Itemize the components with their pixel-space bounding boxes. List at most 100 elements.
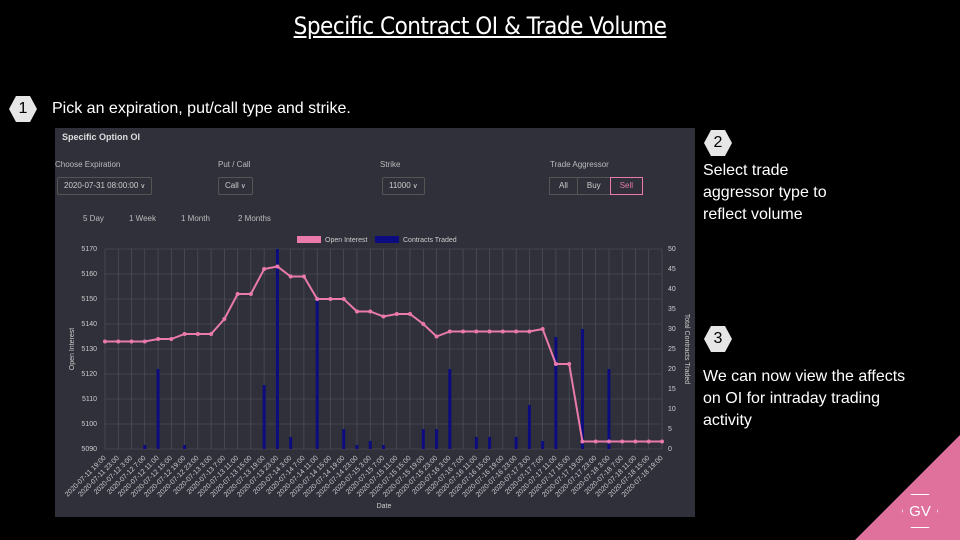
line-point bbox=[288, 274, 293, 279]
y-tick-label: 5140 bbox=[81, 321, 97, 328]
bar bbox=[382, 445, 385, 449]
line-point bbox=[421, 322, 426, 326]
y-tick-label: 5150 bbox=[81, 296, 97, 303]
line-point bbox=[394, 312, 399, 316]
filter-label: Strike bbox=[380, 160, 401, 169]
bar bbox=[315, 297, 319, 449]
y-tick-label: 5160 bbox=[81, 271, 97, 278]
bar bbox=[355, 445, 359, 449]
line-point bbox=[301, 274, 306, 279]
bar bbox=[342, 429, 346, 449]
chart: 5090 5100 5110 5120 5130 5140 5150 5160 5170 0 5 10… bbox=[64, 236, 690, 510]
y-axis-title: Open Interest bbox=[69, 328, 76, 370]
step-text: Pick an expiration, put/call type and st… bbox=[52, 100, 351, 117]
aggressor-option[interactable]: Sell bbox=[609, 177, 644, 195]
y2-tick-label: 30 bbox=[668, 326, 676, 333]
line-point bbox=[567, 362, 572, 366]
legend-swatch bbox=[297, 236, 321, 243]
line-point bbox=[156, 337, 161, 341]
bar bbox=[474, 437, 478, 449]
line-point bbox=[633, 439, 638, 444]
bar bbox=[289, 437, 293, 449]
filter-label: Trade Aggressor bbox=[550, 160, 609, 169]
line-point bbox=[341, 297, 346, 301]
range-tab[interactable]: 1 Week bbox=[129, 214, 156, 223]
line-point bbox=[434, 334, 439, 339]
y-tick-label: 5110 bbox=[82, 396, 97, 403]
line-point bbox=[474, 329, 479, 334]
line-point bbox=[129, 339, 134, 344]
line-point bbox=[408, 312, 413, 316]
range-tab[interactable]: 2 Months bbox=[238, 214, 271, 223]
line-point bbox=[116, 339, 121, 344]
line-point bbox=[540, 327, 545, 331]
y2-tick-label: 10 bbox=[668, 406, 676, 413]
line-point bbox=[447, 329, 452, 334]
line-point bbox=[354, 309, 359, 314]
y-tick-label: 5100 bbox=[81, 421, 97, 428]
bar bbox=[541, 441, 545, 449]
legend-swatch bbox=[375, 236, 399, 243]
bar bbox=[435, 429, 439, 449]
line-point bbox=[195, 332, 200, 336]
panel-title: Specific Option OI bbox=[62, 132, 141, 142]
y2-tick-label: 35 bbox=[668, 306, 676, 313]
line-point bbox=[620, 439, 625, 444]
y-tick-label: 5120 bbox=[81, 371, 97, 378]
y2-tick-label: 25 bbox=[668, 346, 676, 353]
bar bbox=[514, 437, 518, 449]
y-tick-label: 5170 bbox=[81, 246, 97, 253]
slide-title: Specific Contract OI & Trade Volume bbox=[293, 12, 667, 40]
y2-axis-title: Total Contracts Traded bbox=[683, 314, 690, 385]
bar bbox=[488, 437, 492, 449]
logo: GV bbox=[902, 494, 938, 528]
line-point bbox=[248, 292, 253, 296]
line-point bbox=[593, 439, 598, 444]
y2-tick-label: 40 bbox=[668, 286, 676, 293]
dropdown[interactable]: 11000 bbox=[382, 177, 425, 195]
bar bbox=[448, 369, 452, 449]
y2-tick-label: 15 bbox=[668, 386, 676, 393]
bar bbox=[554, 337, 558, 449]
line-point bbox=[103, 339, 107, 344]
bar bbox=[607, 369, 611, 449]
line-point bbox=[646, 439, 651, 444]
filter-label: Put / Call bbox=[218, 160, 251, 169]
line-point bbox=[222, 317, 227, 321]
y2-tick-label: 20 bbox=[668, 366, 676, 373]
bar bbox=[527, 405, 531, 449]
line-point bbox=[527, 329, 532, 334]
x-axis-title: Date bbox=[377, 503, 392, 510]
bar bbox=[421, 429, 425, 449]
line-point bbox=[487, 329, 492, 334]
line-point bbox=[660, 439, 664, 444]
bar bbox=[368, 441, 372, 449]
aggressor-option[interactable]: All bbox=[549, 177, 578, 195]
bar bbox=[580, 329, 584, 449]
step-text: Select trade aggressor type to reflect v… bbox=[703, 162, 827, 223]
bar bbox=[156, 369, 160, 449]
line-point bbox=[315, 297, 320, 301]
y2-tick-label: 0 bbox=[668, 446, 672, 453]
corner-triangle bbox=[855, 435, 960, 540]
line-point bbox=[381, 314, 386, 319]
dropdown[interactable]: 2020-07-31 08:00:00 bbox=[57, 177, 153, 195]
line-point bbox=[182, 332, 187, 336]
range-tab[interactable]: 1 Month bbox=[181, 214, 210, 223]
line-point bbox=[262, 267, 267, 271]
step-badge: 3 bbox=[704, 326, 732, 352]
line-point bbox=[275, 264, 280, 269]
step-badge: 2 bbox=[704, 130, 732, 156]
ui-panel: 5090 5100 5110 5120 5130 5140 5150 5160 5170 0 5 10… bbox=[55, 128, 695, 517]
bar bbox=[262, 385, 266, 449]
aggressor-option[interactable]: Buy bbox=[576, 177, 611, 195]
line-point bbox=[368, 309, 373, 314]
line-point bbox=[580, 439, 585, 444]
y-tick-label: 5130 bbox=[81, 346, 97, 353]
range-tab[interactable]: 5 Day bbox=[83, 214, 104, 223]
bar bbox=[183, 445, 187, 449]
line-point bbox=[209, 332, 214, 336]
y2-tick-label: 45 bbox=[668, 266, 676, 273]
dropdown[interactable]: Call bbox=[218, 177, 253, 195]
